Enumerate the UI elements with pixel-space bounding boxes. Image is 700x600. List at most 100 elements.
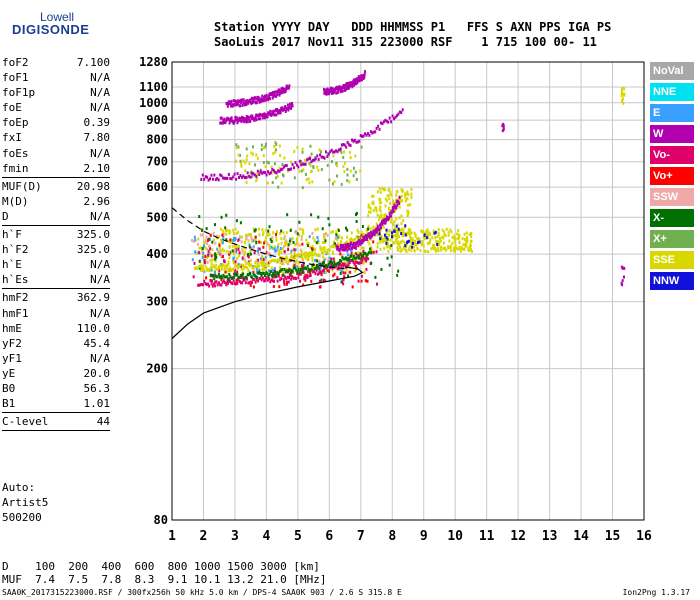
- trace-point: [284, 105, 287, 109]
- echo-point: [278, 285, 281, 289]
- trace-point: [292, 276, 295, 280]
- trace-point: [249, 280, 252, 284]
- echo-point: [385, 228, 388, 232]
- echo-point: [298, 233, 301, 237]
- trace-point: [276, 109, 279, 113]
- echo-point: [229, 238, 232, 242]
- trace-point: [361, 255, 364, 259]
- trace-point: [287, 168, 290, 172]
- echo-point: [410, 245, 413, 249]
- echo-point: [409, 203, 412, 207]
- echo-point: [195, 252, 198, 256]
- trace-point: [242, 116, 245, 120]
- echo-point: [385, 236, 388, 240]
- trace-point: [385, 218, 388, 222]
- echo-point: [389, 201, 392, 205]
- trace-point: [340, 143, 343, 147]
- echo-point: [293, 263, 296, 267]
- echo-point: [320, 273, 323, 277]
- echo-point: [267, 161, 270, 165]
- trace-point: [343, 84, 346, 88]
- param-row: foEs N/A: [2, 146, 110, 161]
- param-row: yE 20.0: [2, 366, 110, 381]
- trace-point: [361, 78, 364, 82]
- trace-point: [341, 248, 344, 252]
- trace-point: [320, 263, 323, 267]
- echo-point: [238, 235, 241, 239]
- param-name: foEs: [2, 146, 29, 160]
- echo-point: [306, 276, 309, 280]
- echo-point: [369, 249, 372, 253]
- echo-point: [413, 241, 416, 245]
- echo-point: [384, 204, 387, 208]
- trace-point: [254, 275, 257, 279]
- trace-point: [280, 108, 283, 112]
- echo-point: [445, 248, 448, 252]
- echo-point: [240, 240, 243, 244]
- echo-point: [224, 270, 227, 274]
- echo-point: [251, 246, 254, 250]
- trace-point: [266, 115, 269, 119]
- trace-point: [348, 247, 351, 251]
- echo-point: [252, 245, 255, 249]
- trace-point: [369, 130, 372, 134]
- echo-point: [289, 242, 292, 246]
- trace-point: [263, 262, 266, 266]
- echo-point: [211, 248, 214, 252]
- trace-point: [255, 174, 258, 178]
- trace-point: [254, 280, 257, 284]
- echo-point: [443, 230, 446, 234]
- echo-point: [234, 237, 237, 241]
- trace-point: [237, 118, 240, 122]
- echo-point: [407, 203, 410, 207]
- trace-point: [297, 276, 300, 280]
- trace-point: [339, 247, 342, 251]
- trace-point: [269, 171, 272, 175]
- trace-point: [341, 89, 344, 93]
- echo-point: [302, 263, 305, 267]
- echo-point: [277, 243, 280, 247]
- echo-point: [388, 218, 391, 222]
- echo-point: [269, 254, 272, 258]
- echo-point: [362, 249, 365, 253]
- echo-point: [261, 233, 264, 237]
- echo-point: [228, 239, 231, 243]
- trace-point: [345, 145, 348, 149]
- trace-point: [322, 155, 325, 159]
- echo-point: [417, 236, 420, 240]
- echo-point: [422, 244, 425, 248]
- trace-point: [400, 111, 403, 115]
- trace-point: [244, 118, 247, 122]
- trace-point: [221, 280, 224, 284]
- trace-point: [331, 87, 334, 91]
- trace-point: [349, 259, 352, 263]
- echo-point: [311, 245, 314, 249]
- trace-point: [358, 139, 361, 143]
- echo-point: [319, 266, 322, 270]
- echo-point: [346, 228, 349, 232]
- trace-point: [268, 277, 271, 281]
- echo-point: [207, 253, 210, 257]
- trace-point: [337, 148, 340, 152]
- echo-point: [621, 99, 624, 103]
- trace-point: [263, 112, 266, 116]
- header-row-labels: Station YYYY DAY DDD HHMMSS P1 FFS S AXN…: [214, 20, 612, 34]
- echo-point: [359, 169, 362, 173]
- echo-point: [255, 240, 258, 244]
- echo-point: [311, 231, 314, 235]
- echo-point: [198, 259, 201, 263]
- trace-point: [336, 261, 339, 265]
- trace-point: [255, 118, 258, 122]
- x-tick-label: 1: [168, 529, 176, 544]
- trace-point: [268, 172, 271, 176]
- trace-point: [290, 255, 293, 259]
- echo-point: [307, 177, 310, 181]
- trace-point: [212, 264, 215, 268]
- echo-point: [330, 160, 333, 164]
- y-tick-label: 80: [154, 513, 168, 527]
- trace-point: [366, 252, 369, 256]
- echo-point: [378, 215, 381, 219]
- echo-point: [301, 265, 304, 269]
- trace-point: [223, 267, 226, 271]
